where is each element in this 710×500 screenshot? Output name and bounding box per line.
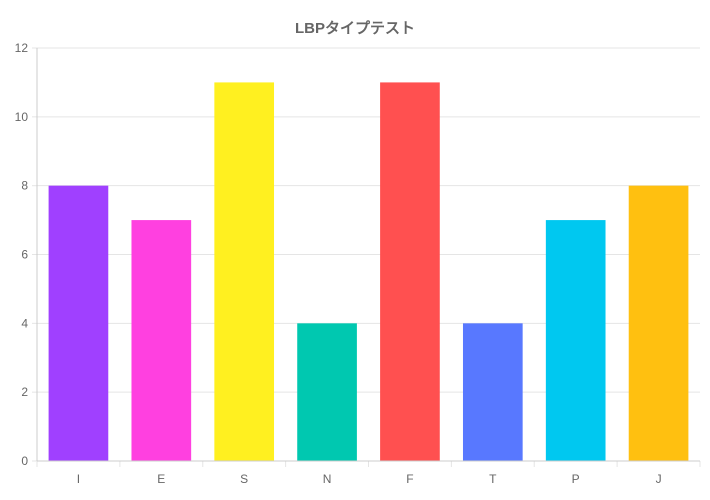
x-tick-label: P xyxy=(572,472,580,486)
bar-t xyxy=(462,323,523,461)
bar-f xyxy=(380,82,440,462)
bar-p xyxy=(545,220,606,461)
y-axis-ticks: 0 2 4 6 8 10 12 xyxy=(15,41,29,468)
y-tick-label: 4 xyxy=(21,316,28,330)
x-tick-label: S xyxy=(240,472,248,486)
x-tick-label: I xyxy=(77,472,80,486)
y-tick-label: 8 xyxy=(21,179,28,193)
bar-i xyxy=(48,185,109,461)
y-tick-label: 2 xyxy=(21,385,28,399)
y-tick-label: 6 xyxy=(21,248,28,262)
x-tick-label: E xyxy=(157,472,165,486)
bar-n xyxy=(297,323,357,461)
y-tick-label: 12 xyxy=(15,41,29,55)
x-tick-label: F xyxy=(406,472,413,486)
bars xyxy=(48,82,689,462)
y-tick-label: 0 xyxy=(21,454,28,468)
bar-e xyxy=(131,220,192,461)
x-tick-label: J xyxy=(656,472,662,486)
x-tick-label: N xyxy=(323,472,332,486)
chart-title: LBPタイプテスト xyxy=(295,20,415,37)
x-tick-label: T xyxy=(489,472,497,486)
y-tick-label: 10 xyxy=(15,110,29,124)
bar-s xyxy=(214,82,275,462)
bar-j xyxy=(628,185,689,461)
